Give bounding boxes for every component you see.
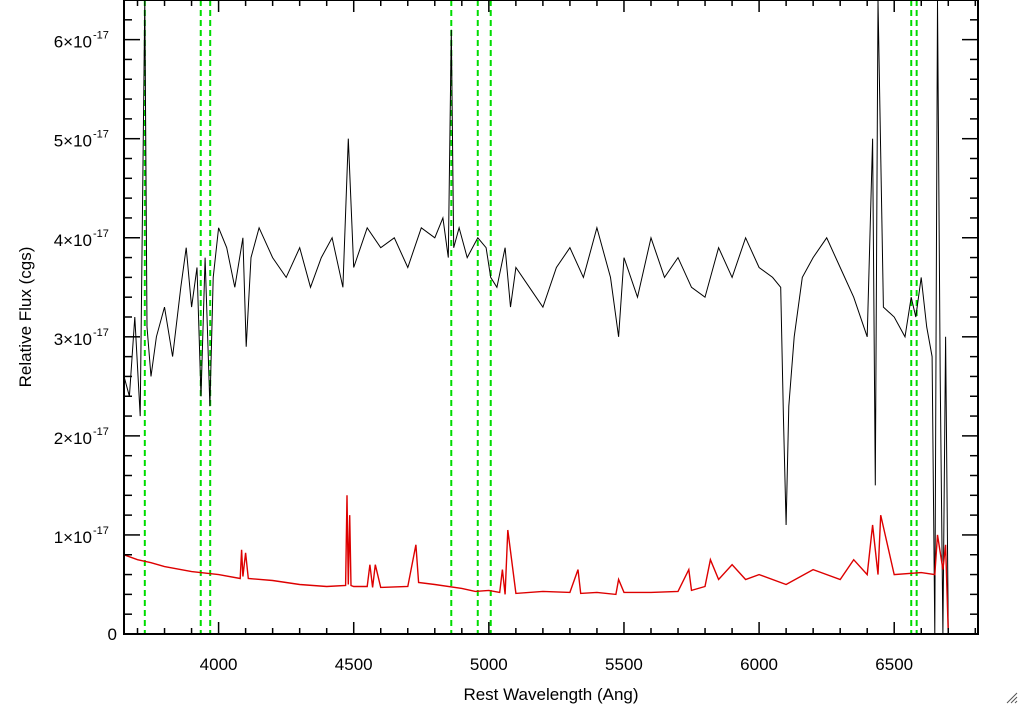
y-tick-label: 1×10 [54,528,92,547]
resize-grip-icon[interactable] [1004,690,1018,704]
y-tick-label: 4×10 [54,231,92,250]
x-tick-label: 5500 [605,655,643,674]
series-line-0 [123,0,949,635]
x-axis-title: Rest Wavelength (Ang) [463,685,638,704]
y-tick-label: 3×10 [54,330,92,349]
y-tick-label: 6×10 [54,33,92,52]
y-tick-exponent: -17 [93,525,109,537]
y-tick-exponent: -17 [93,426,109,438]
x-tick-label: 6000 [740,655,778,674]
x-tick-label: 5000 [470,655,508,674]
y-axis-title: Relative Flux (cgs) [16,247,35,388]
y-tick-exponent: -17 [93,327,109,339]
reference-lines [143,0,918,634]
y-tick-exponent: -17 [93,129,109,141]
y-tick-exponent: -17 [93,30,109,42]
y-tick-exponent: -17 [93,228,109,240]
series-layer [123,0,978,635]
y-tick-label: 5×10 [54,132,92,151]
x-tick-label: 6500 [875,655,913,674]
x-tick-label: 4000 [200,655,238,674]
ticks-layer [124,0,978,635]
plot-frame [123,0,979,635]
y-tick-label: 2×10 [54,429,92,448]
y-tick-label: 0 [108,625,117,644]
series-line-1 [123,495,978,635]
x-tick-label: 4500 [335,655,373,674]
